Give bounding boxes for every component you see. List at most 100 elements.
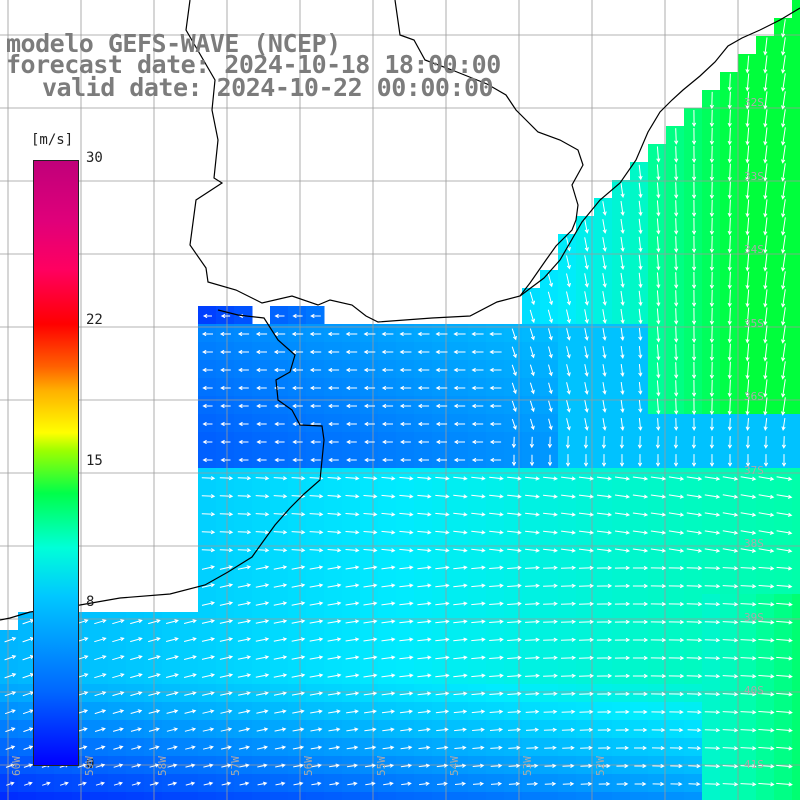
- wind-speed-cell: [666, 684, 685, 703]
- wind-speed-cell: [288, 342, 307, 361]
- wind-arrow: [578, 548, 595, 553]
- wind-speed-cell: [720, 306, 739, 325]
- wind-speed-cell: [270, 540, 289, 559]
- wind-arrow: [507, 691, 522, 696]
- wind-arrow: [776, 530, 793, 535]
- wind-arrow: [763, 163, 768, 182]
- wind-arrow: [727, 289, 732, 308]
- wind-speed-cell: [252, 450, 271, 469]
- wind-arrow: [638, 164, 643, 181]
- wind-speed-cell: [450, 648, 469, 667]
- wind-arrow: [548, 328, 553, 341]
- wind-speed-cell: [396, 630, 415, 649]
- wind-speed-cell: [306, 612, 325, 631]
- wind-arrow: [453, 709, 468, 714]
- wind-arrow: [256, 385, 267, 391]
- wind-speed-cell: [666, 198, 685, 217]
- wind-speed-cell: [594, 378, 613, 397]
- wind-arrow: [471, 583, 486, 588]
- wind-speed-cell: [738, 720, 757, 739]
- wind-arrow: [560, 619, 577, 624]
- wind-arrow: [776, 710, 793, 715]
- wind-speed-cell: [234, 324, 253, 343]
- wind-speed-cell: [594, 540, 613, 559]
- wind-arrow: [256, 421, 267, 427]
- wind-speed-cell: [342, 450, 361, 469]
- wind-arrow: [686, 619, 703, 625]
- wind-arrow: [740, 710, 757, 715]
- wind-speed-cell: [342, 396, 361, 415]
- wind-arrow: [758, 782, 775, 787]
- wind-arrow: [435, 691, 450, 696]
- wind-speed-cell: [432, 486, 451, 505]
- wind-arrow: [399, 367, 412, 373]
- wind-speed-cell: [270, 522, 289, 541]
- wind-speed-cell: [630, 468, 649, 487]
- wind-speed-cell: [288, 738, 307, 757]
- wind-speed-cell: [612, 540, 631, 559]
- wind-arrow: [547, 273, 553, 288]
- wind-arrow: [363, 655, 378, 660]
- wind-arrow: [399, 512, 414, 517]
- wind-speed-cell: [702, 270, 721, 289]
- coastline-northeast: [519, 7, 800, 297]
- wind-speed-cell: [450, 450, 469, 469]
- wind-arrow: [274, 313, 285, 319]
- wind-speed-cell: [792, 468, 800, 487]
- wind-arrow: [656, 254, 661, 271]
- wind-arrow: [763, 436, 769, 449]
- wind-arrow: [632, 583, 649, 589]
- wind-arrow: [327, 476, 342, 481]
- wind-speed-cell: [540, 360, 559, 379]
- wind-arrow: [201, 601, 216, 606]
- wind-vectors: [4, 19, 793, 787]
- wind-arrow: [292, 745, 305, 750]
- wind-speed-cell: [774, 612, 793, 631]
- wind-speed-cell: [288, 558, 307, 577]
- wind-arrow: [238, 727, 251, 732]
- wind-speed-cell: [756, 180, 775, 199]
- wind-speed-cell: [342, 738, 361, 757]
- wind-arrow: [709, 235, 715, 254]
- wind-speed-cell: [792, 702, 800, 721]
- wind-speed-cell: [486, 486, 505, 505]
- wind-arrow: [167, 763, 178, 768]
- wind-speed-cell: [612, 792, 631, 800]
- wind-speed-cell: [756, 342, 775, 361]
- wind-speed-cell: [540, 792, 559, 800]
- wind-speed-cell: [198, 648, 217, 667]
- wind-arrow: [345, 565, 360, 570]
- wind-speed-cell: [108, 666, 127, 685]
- wind-arrow: [656, 398, 661, 415]
- wind-arrow: [112, 691, 125, 697]
- wind-speed-cell: [666, 432, 685, 451]
- wind-speed-cell: [504, 792, 523, 800]
- wind-speed-cell: [594, 666, 613, 685]
- wind-arrow: [579, 709, 594, 715]
- wind-arrow: [781, 289, 786, 308]
- wind-arrow: [112, 709, 125, 714]
- wind-arrow: [620, 254, 625, 271]
- wind-speed-cell: [756, 504, 775, 523]
- wind-speed-cell: [378, 432, 397, 451]
- wind-arrow: [381, 421, 393, 427]
- wind-arrow: [670, 763, 683, 769]
- wind-arrow: [435, 565, 450, 570]
- longitude-label: 56W: [302, 756, 315, 776]
- wind-speed-cell: [612, 522, 631, 541]
- wind-speed-cell: [378, 702, 397, 721]
- wind-speed-cell: [612, 378, 631, 397]
- wind-speed-cell: [630, 540, 649, 559]
- wind-arrow: [740, 566, 757, 571]
- wind-speed-cell: [522, 648, 541, 667]
- wind-speed-cell: [198, 612, 217, 631]
- wind-speed-cell: [378, 612, 397, 631]
- wind-arrow: [633, 727, 648, 733]
- wind-speed-cell: [522, 522, 541, 541]
- wind-speed-cell: [684, 414, 703, 433]
- wind-arrow: [255, 331, 268, 337]
- wind-arrow: [740, 764, 757, 769]
- wind-speed-cell: [216, 702, 235, 721]
- wind-arrow: [489, 349, 502, 355]
